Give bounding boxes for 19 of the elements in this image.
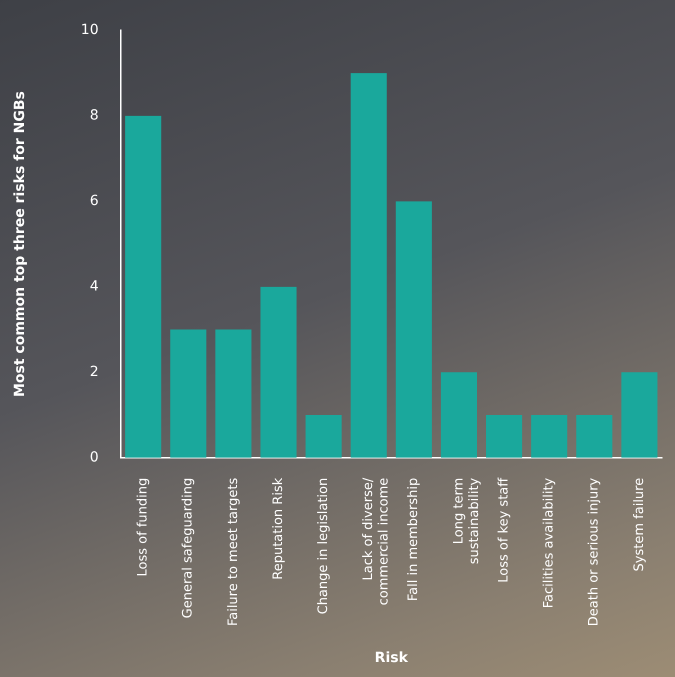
x-tick-label: Failure to meet targets [226, 478, 241, 626]
y-tick-label: 4 [90, 278, 99, 294]
x-axis-title: Risk [374, 650, 409, 666]
x-tick-label: General safeguarding [180, 478, 196, 618]
x-tick-label: Change in legislation [316, 478, 331, 614]
y-tick-label: 6 [90, 192, 99, 209]
x-tick-label: Fall in membership [406, 478, 422, 602]
x-tick-label: Loss of key staff [496, 476, 512, 583]
x-tick-label: System failure [632, 478, 647, 572]
x-tick-label: Facilities availability [542, 477, 557, 608]
y-tick-label: 10 [80, 22, 99, 38]
x-tick-label: Reputation Risk [270, 477, 286, 580]
y-tick-label: 8 [90, 108, 99, 124]
y-tick-label: 2 [90, 364, 99, 380]
y-tick-label: 0 [90, 449, 99, 466]
x-tick-label: Loss of funding [136, 478, 151, 576]
x-tick-label: Death or serious injury [586, 477, 602, 626]
x-tick-label: Lack of diverse/ commercial income [361, 477, 392, 606]
y-axis-title: Most common top three risks for NGBs [12, 91, 28, 398]
